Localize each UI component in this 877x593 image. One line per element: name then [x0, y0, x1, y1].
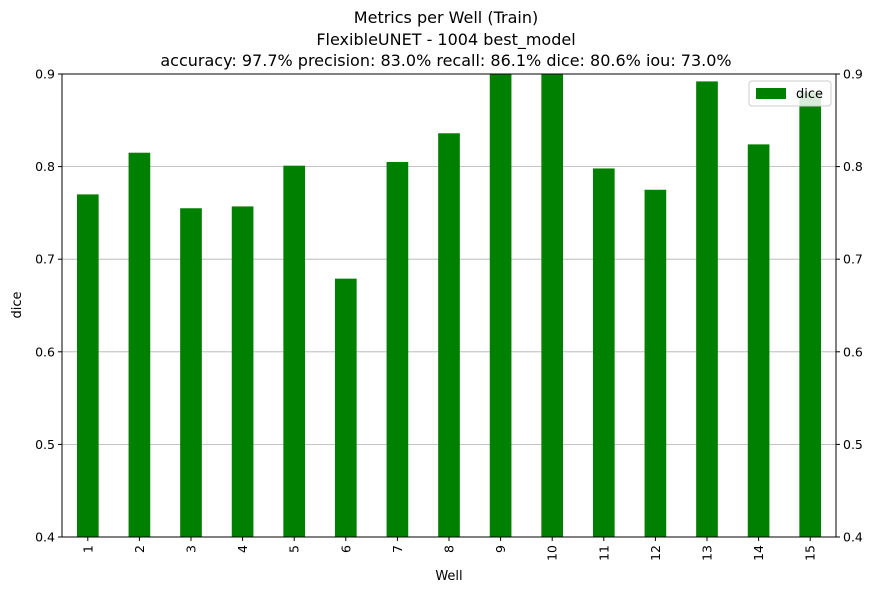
- legend-box: [748, 80, 832, 107]
- y-tick-label-left-5: 0.9: [35, 67, 55, 82]
- y-tick-label-left-2: 0.6: [35, 344, 55, 359]
- x-tick-label-10: 10: [545, 545, 560, 561]
- bar-well-13: [696, 81, 718, 538]
- x-ticks: 1 2 3 4 5 6 7 8 9 10 11 12 13 14 15: [80, 537, 818, 561]
- y-tick-label-right-1: 0.5: [843, 437, 863, 452]
- x-tick-label-13: 13: [700, 545, 715, 561]
- x-axis-label: Well: [435, 569, 462, 584]
- bar-well-6: [334, 278, 357, 537]
- bar-well-5: [283, 165, 306, 537]
- y-tick-label-right-0: 0.4: [843, 530, 863, 545]
- bar-well-8: [438, 133, 460, 537]
- bar-well-9: [489, 74, 512, 537]
- x-tick-label-3: 3: [184, 545, 199, 553]
- bar-well-1: [76, 194, 99, 537]
- x-tick-label-9: 9: [493, 545, 508, 553]
- x-tick-label-11: 11: [596, 545, 611, 561]
- bar-well-14: [747, 144, 770, 537]
- y-tick-label-left-1: 0.5: [35, 437, 55, 452]
- legend: dice: [748, 80, 832, 107]
- bars: [76, 74, 822, 538]
- x-tick-label-7: 7: [390, 545, 405, 553]
- bar-well-11: [592, 168, 615, 537]
- bar-well-10: [541, 74, 564, 537]
- x-tick-label-12: 12: [648, 545, 663, 561]
- x-tick-label-5: 5: [287, 545, 302, 553]
- bar-well-2: [128, 152, 151, 537]
- y-axis-label: dice: [10, 291, 25, 318]
- x-tick-label-14: 14: [751, 545, 766, 561]
- chart-title-line-3: accuracy: 97.7% precision: 83.0% recall:…: [160, 51, 731, 70]
- x-tick-label-15: 15: [803, 545, 818, 561]
- bar-well-12: [644, 189, 667, 537]
- y-ticks-left: 0.4 0.5 0.6 0.7 0.8 0.9: [35, 67, 62, 545]
- y-ticks-right: 0.4 0.5 0.6 0.7 0.8 0.9: [836, 67, 863, 545]
- y-tick-label-right-3: 0.7: [843, 252, 863, 267]
- chart-title-line-2: FlexibleUNET - 1004 best_model: [316, 30, 575, 50]
- bar-well-4: [231, 206, 254, 537]
- x-tick-label-4: 4: [235, 545, 250, 553]
- x-tick-label-2: 2: [132, 545, 147, 553]
- x-tick-label-1: 1: [80, 545, 95, 553]
- y-tick-label-left-4: 0.8: [35, 159, 55, 174]
- chart-title-line-1: Metrics per Well (Train): [354, 8, 538, 27]
- bar-well-15: [799, 92, 822, 538]
- bar-well-7: [386, 161, 409, 537]
- bar-well-3: [180, 208, 202, 537]
- y-tick-label-left-0: 0.4: [35, 530, 55, 545]
- x-tick-label-8: 8: [442, 545, 457, 553]
- y-tick-label-right-2: 0.6: [843, 344, 863, 359]
- y-tick-label-left-3: 0.7: [35, 252, 55, 267]
- y-tick-label-right-4: 0.8: [843, 159, 863, 174]
- legend-swatch: [756, 88, 786, 99]
- x-tick-label-6: 6: [338, 545, 353, 553]
- y-tick-label-right-5: 0.9: [843, 67, 863, 82]
- legend-label: dice: [796, 87, 823, 102]
